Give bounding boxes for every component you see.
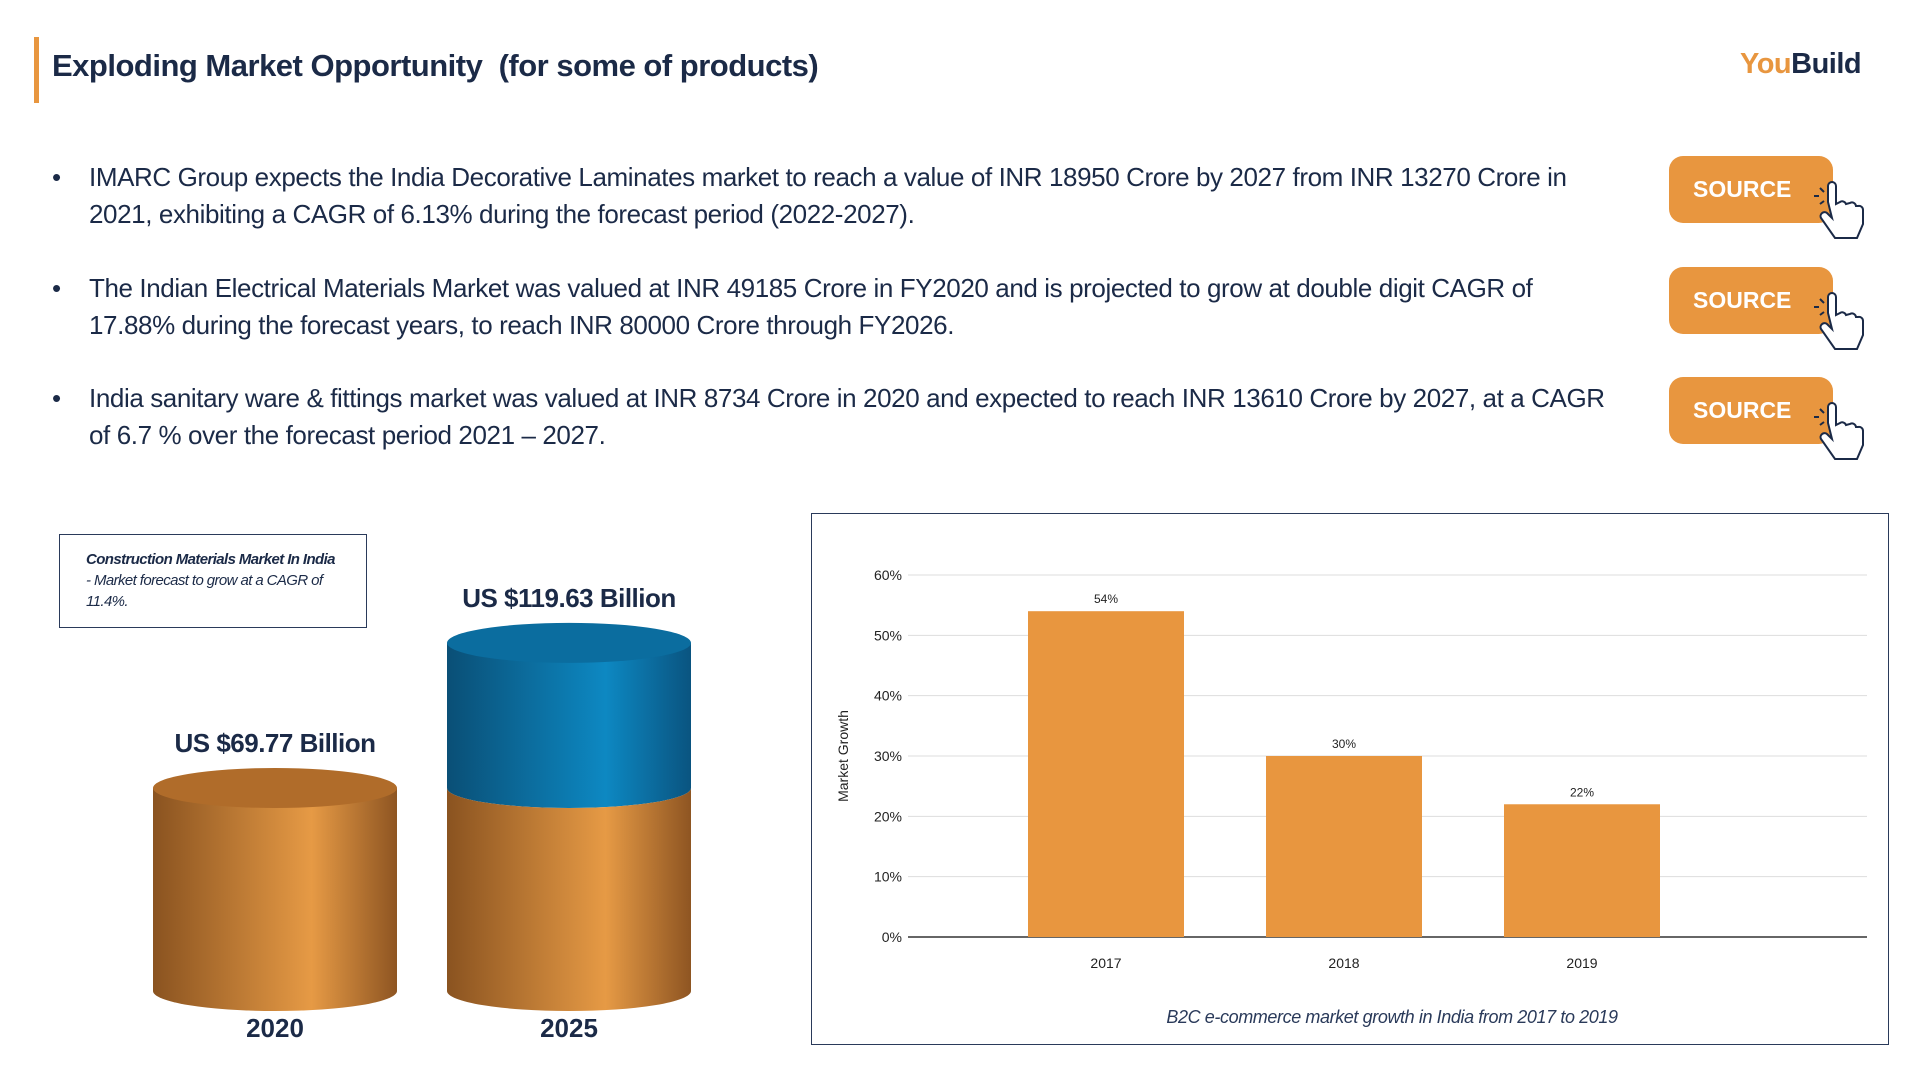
y-tick-label: 40% <box>874 688 902 704</box>
y-tick-label: 10% <box>874 869 902 885</box>
value-label: 30% <box>1332 737 1356 751</box>
source-button[interactable]: SOURCE <box>1669 156 1833 223</box>
logo-you: You <box>1740 48 1792 80</box>
year-label: 2020 <box>246 1013 304 1043</box>
y-tick-label: 60% <box>874 567 902 583</box>
y-tick-label: 0% <box>882 929 902 945</box>
cylinder-top <box>153 767 397 808</box>
x-tick-label: 2018 <box>1328 955 1359 971</box>
cylinder-top <box>447 622 691 663</box>
bar <box>1266 756 1422 937</box>
source-button[interactable]: SOURCE <box>1669 377 1833 444</box>
value-label: 22% <box>1570 785 1594 799</box>
logo: YouBuild <box>1740 48 1862 81</box>
accent-bar <box>34 37 39 103</box>
chart-caption: B2C e-commerce market growth in India fr… <box>1166 1007 1618 1027</box>
x-tick-label: 2017 <box>1090 955 1121 971</box>
bar <box>1504 804 1660 937</box>
logo-build: Build <box>1791 48 1862 80</box>
y-axis-label: Market Growth <box>835 710 851 802</box>
bullet-dot: • <box>52 162 61 192</box>
hand-icon <box>1814 292 1864 350</box>
note-box: Construction Materials Market In India -… <box>59 534 367 628</box>
y-tick-label: 50% <box>874 627 902 643</box>
bullet-text: IMARC Group expects the India Decorative… <box>89 162 1567 229</box>
bullet-dot: • <box>52 383 61 413</box>
cylinder <box>153 787 397 1011</box>
bullet-dot: • <box>52 273 61 303</box>
value-label: 54% <box>1094 592 1118 606</box>
y-tick-label: 30% <box>874 748 902 764</box>
note-text: - Market forecast to grow at a CAGR of 1… <box>86 572 323 610</box>
bullet-text: The Indian Electrical Materials Market w… <box>89 273 1533 340</box>
hand-icon <box>1814 181 1864 239</box>
chart-frame <box>811 513 1889 1045</box>
bar <box>1028 611 1184 937</box>
year-label: 2025 <box>540 1013 598 1043</box>
cylinder-label: US $119.63 Billion <box>462 583 676 613</box>
slide-title: Exploding Market Opportunity (for some o… <box>52 48 819 83</box>
cylinder-label: US $69.77 Billion <box>174 728 375 758</box>
y-tick-label: 20% <box>874 808 902 824</box>
bullet-text: India sanitary ware & fittings market wa… <box>89 383 1605 450</box>
cylinder <box>447 642 691 808</box>
x-tick-label: 2019 <box>1566 955 1597 971</box>
hand-icon <box>1814 402 1864 460</box>
note-title: Construction Materials Market In India <box>86 551 336 568</box>
source-button[interactable]: SOURCE <box>1669 267 1833 334</box>
cylinder-base <box>447 787 691 1011</box>
